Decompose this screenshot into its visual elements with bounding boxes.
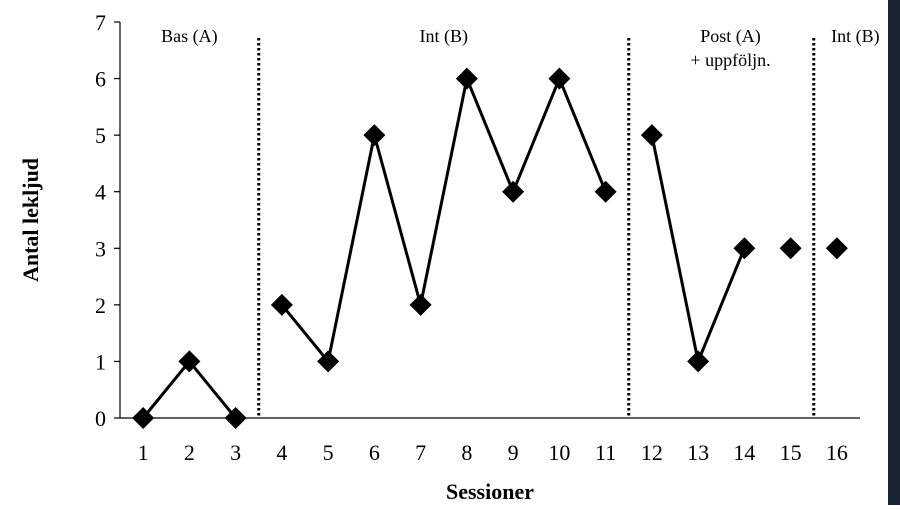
x-tick-label: 9 [508,440,519,465]
x-axis-title: Sessioner [446,479,534,504]
series [132,67,848,429]
x-tick-label: 4 [276,440,287,465]
data-point [270,293,293,316]
x-tick-label: 16 [826,440,848,465]
y-tick-label: 5 [95,123,106,148]
y-tick-label: 1 [95,349,106,374]
y-tick-label: 3 [95,236,106,261]
data-point [409,293,432,316]
x-tick-label: 13 [687,440,709,465]
x-tick-label: 11 [595,440,616,465]
x-tick-label: 3 [230,440,241,465]
x-tick-label: 2 [184,440,195,465]
data-point [502,180,525,203]
y-axis-title: Antal lekljud [18,158,43,282]
y-tick-label: 0 [95,406,106,431]
x-tick-label: 6 [369,440,380,465]
series-line [280,73,608,365]
x-tick-label: 12 [641,440,663,465]
phase-label: Int (B) [831,26,880,47]
phase-label: Int (B) [420,26,469,47]
data-point [363,124,386,147]
data-point [733,237,756,260]
phase-label: + uppföljn. [690,50,770,70]
y-tick-label: 2 [95,293,106,318]
y-tick-label: 7 [95,10,106,35]
data-point [779,237,802,260]
data-point [687,350,710,373]
phase-labels: Bas (A) Int (B) Post (A) + uppföljn. Int (B) [161,26,880,70]
y-tick-label: 4 [95,180,106,205]
data-point [317,350,340,373]
x-tick-label: 14 [733,440,755,465]
data-point [224,407,247,429]
data-point [455,67,478,90]
phase-dividers [257,38,816,418]
phase-label: Bas (A) [161,26,218,47]
x-tick-label: 5 [323,440,334,465]
data-point [825,237,848,260]
x-tick-label: 1 [138,440,149,465]
y-tick-label: 6 [95,67,106,92]
window-edge [888,0,900,505]
data-point [548,67,571,90]
series-line [650,134,746,367]
data-point [178,350,201,373]
phase-label: Post (A) [700,26,761,47]
x-tick-label: 10 [548,440,570,465]
x-tick-label: 8 [461,440,472,465]
x-tick-label: 15 [780,440,802,465]
data-point [640,124,663,147]
data-point [594,180,617,203]
x-tick-label: 7 [415,440,426,465]
data-point [132,407,155,429]
